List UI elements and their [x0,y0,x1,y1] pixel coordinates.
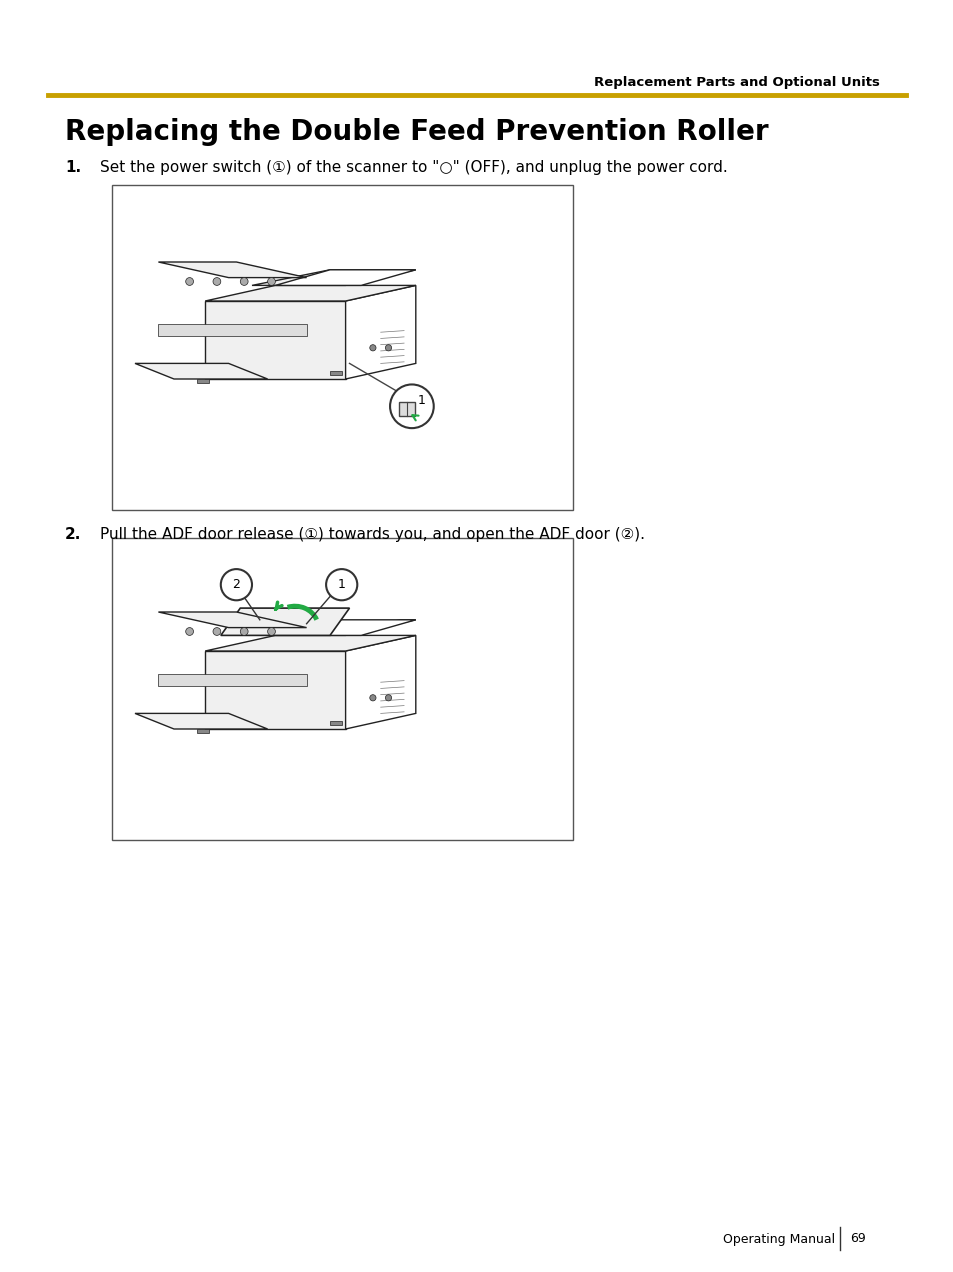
Circle shape [268,277,275,285]
Polygon shape [220,608,349,636]
Polygon shape [345,285,416,379]
Text: 69: 69 [849,1233,864,1245]
Polygon shape [135,714,268,729]
Circle shape [370,695,375,701]
Polygon shape [205,651,345,729]
Circle shape [220,569,252,600]
Circle shape [326,569,357,600]
Circle shape [213,277,220,285]
Circle shape [268,627,275,636]
FancyBboxPatch shape [330,371,341,375]
Text: 1: 1 [416,393,425,407]
Circle shape [213,627,220,636]
Text: Set the power switch (①) of the scanner to "○" (OFF), and unplug the power cord.: Set the power switch (①) of the scanner … [100,160,727,176]
Polygon shape [275,270,416,285]
FancyBboxPatch shape [197,729,209,733]
Polygon shape [345,636,416,729]
Polygon shape [158,612,306,627]
Circle shape [390,384,434,429]
Text: 2: 2 [233,579,240,591]
Text: 1: 1 [337,579,345,591]
Circle shape [186,627,193,636]
Text: Pull the ADF door release (①) towards you, and open the ADF door (②).: Pull the ADF door release (①) towards yo… [100,527,644,542]
Circle shape [240,627,248,636]
Text: 2.: 2. [65,527,81,542]
FancyBboxPatch shape [112,538,573,840]
Polygon shape [330,619,416,636]
Polygon shape [252,270,416,285]
Text: Replacing the Double Feed Prevention Roller: Replacing the Double Feed Prevention Rol… [65,118,768,146]
Circle shape [370,345,375,351]
Circle shape [385,345,392,351]
Polygon shape [158,324,306,336]
Polygon shape [158,674,306,686]
Polygon shape [158,262,306,277]
Text: Operating Manual: Operating Manual [722,1233,834,1245]
Circle shape [186,277,193,285]
Polygon shape [205,636,416,651]
Polygon shape [205,301,345,379]
FancyBboxPatch shape [330,721,341,725]
Polygon shape [135,364,268,379]
FancyBboxPatch shape [112,184,573,510]
Polygon shape [205,285,416,301]
FancyBboxPatch shape [399,402,415,416]
Text: 1.: 1. [65,160,81,176]
FancyBboxPatch shape [197,379,209,383]
Circle shape [385,695,392,701]
Polygon shape [275,619,416,636]
Text: Replacement Parts and Optional Units: Replacement Parts and Optional Units [594,76,879,89]
Circle shape [240,277,248,285]
